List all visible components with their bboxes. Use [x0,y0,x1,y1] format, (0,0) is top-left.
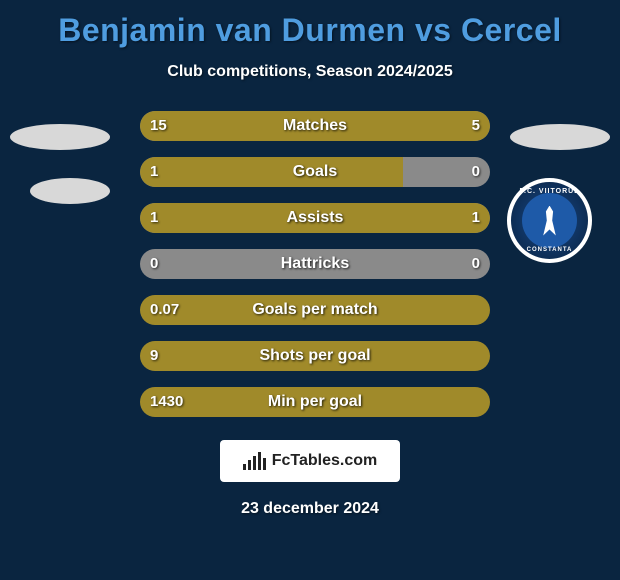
brand-bar [253,456,256,470]
brand-bar [243,464,246,470]
page-title: Benjamin van Durmen vs Cercel [0,0,620,49]
stat-row: 1430Min per goal [0,387,620,417]
stat-row: 155Matches [0,111,620,141]
stat-label: Min per goal [140,387,490,417]
brand-badge: FcTables.com [220,440,400,482]
brand-text: FcTables.com [272,452,378,470]
date-text: 23 december 2024 [0,500,620,518]
stat-row: 9Shots per goal [0,341,620,371]
subtitle: Club competitions, Season 2024/2025 [0,63,620,81]
brand-bar [263,458,266,470]
stat-label: Hattricks [140,249,490,279]
stat-label: Matches [140,111,490,141]
brand-bars-icon [243,452,266,470]
brand-bar [248,460,251,470]
brand-bar [258,452,261,470]
stat-label: Assists [140,203,490,233]
stats-container: 155Matches 10Goals 11Assists 00Hattricks 0.0… [0,111,620,417]
stat-label: Shots per goal [140,341,490,371]
stat-row: 00Hattricks [0,249,620,279]
stat-row: 0.07Goals per match [0,295,620,325]
stat-label: Goals [140,157,490,187]
stat-row: 11Assists [0,203,620,233]
stat-label: Goals per match [140,295,490,325]
stat-row: 10Goals [0,157,620,187]
